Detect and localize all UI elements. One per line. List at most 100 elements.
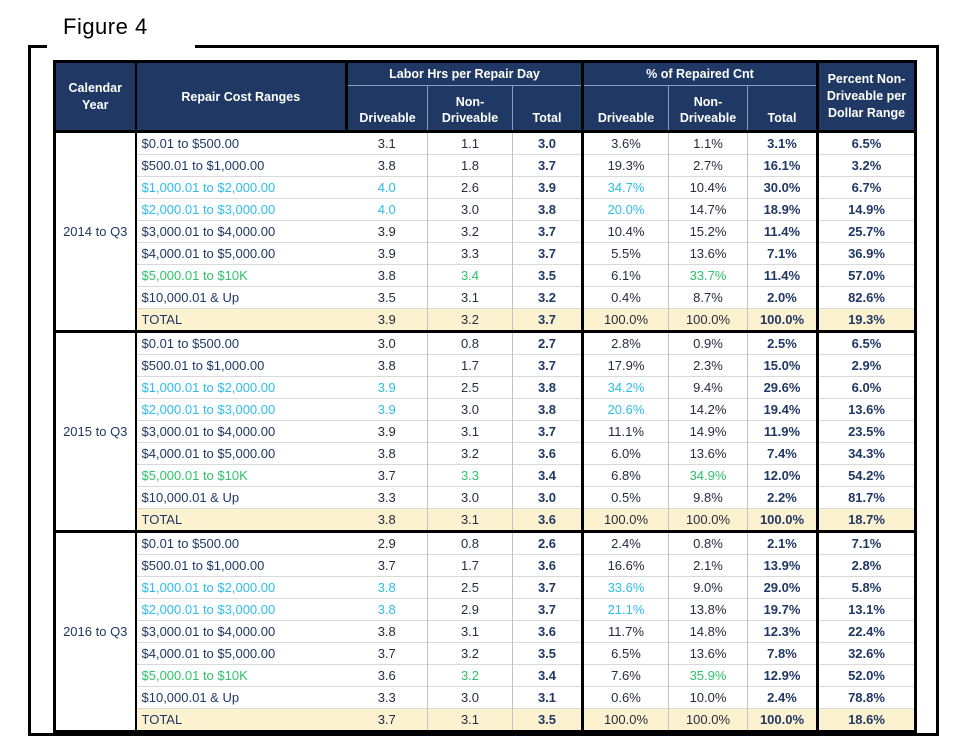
cell-labor-total: 2.6	[512, 531, 583, 555]
cell-pct-total: 3.1%	[747, 131, 818, 155]
cell-pct-total: 11.4%	[747, 220, 818, 243]
cell-labor-driveable: 3.1	[346, 131, 428, 155]
cell-labor-non-driveable: 3.1	[427, 620, 513, 643]
cell-pct-total: 16.1%	[747, 154, 818, 177]
cell-range: TOTAL	[135, 708, 347, 732]
cell-labor-non-driveable: 3.4	[427, 264, 513, 287]
total-row: TOTAL 3.8 3.1 3.6 100.0% 100.0% 100.0% 18.7%	[55, 508, 916, 532]
cell-pct-total: 100.0%	[747, 708, 818, 732]
cell-labor-driveable: 4.0	[346, 176, 428, 199]
cell-pct-non-driveable: 8.7%	[668, 286, 748, 309]
cell-labor-total: 3.7	[512, 242, 583, 265]
cell-calendar-year: 2016 to Q3	[54, 531, 137, 732]
cell-pct-total: 100.0%	[747, 508, 818, 532]
cell-labor-total: 3.2	[512, 286, 583, 309]
cell-range: $500.01 to $1,000.00	[135, 554, 347, 577]
cell-labor-total: 3.7	[512, 308, 583, 332]
cell-labor-non-driveable: 3.1	[427, 508, 513, 532]
cell-pct-total: 12.3%	[747, 620, 818, 643]
cell-labor-total: 3.4	[512, 464, 583, 487]
cell-pct-driveable: 100.0%	[581, 308, 669, 332]
cell-range: $2,000.01 to $3,000.00	[135, 598, 347, 621]
header-group-row: Calendar Year Repair Cost Ranges Labor H…	[54, 61, 916, 132]
cell-labor-non-driveable: 1.1	[427, 131, 513, 155]
table-row: $10,000.01 & Up 3.3 3.0 3.1 0.6% 10.0% 2.4% 78.…	[55, 686, 916, 709]
cell-labor-driveable: 3.0	[346, 331, 428, 355]
table-row: $1,000.01 to $2,000.00 3.9 2.5 3.8 34.2% 9.4%…	[55, 376, 916, 399]
cell-pct-total: 2.5%	[747, 331, 818, 355]
cell-pct-nondriveable-per-dollar: 57.0%	[816, 264, 916, 287]
cell-pct-driveable: 6.5%	[581, 642, 669, 665]
cell-labor-driveable: 3.9	[346, 242, 428, 265]
cell-labor-driveable: 3.7	[346, 708, 428, 732]
cell-pct-total: 12.9%	[747, 664, 818, 687]
cell-pct-nondriveable-per-dollar: 6.5%	[816, 331, 916, 355]
cell-labor-non-driveable: 3.2	[427, 220, 513, 243]
cell-pct-total: 29.6%	[747, 376, 818, 399]
cell-labor-driveable: 3.8	[346, 576, 428, 599]
cell-pct-non-driveable: 34.9%	[668, 464, 748, 487]
cell-pct-driveable: 20.0%	[581, 198, 669, 221]
cell-labor-total: 3.4	[512, 664, 583, 687]
cell-pct-total: 18.9%	[747, 198, 818, 221]
cell-pct-non-driveable: 15.2%	[668, 220, 748, 243]
table-row: 2014 to Q3 $0.01 to $500.00 3.1 1.1 3.0 3.6% 1…	[54, 131, 916, 332]
table-row: $5,000.01 to $10K 3.6 3.2 3.4 7.6% 35.9% 12.9%…	[55, 664, 916, 687]
total-row: TOTAL 3.9 3.2 3.7 100.0% 100.0% 100.0% 19.3%	[55, 308, 916, 332]
cell-pct-non-driveable: 10.0%	[668, 686, 748, 709]
cell-pct-nondriveable-per-dollar: 13.6%	[816, 398, 916, 421]
table-row: $10,000.01 & Up 3.5 3.1 3.2 0.4% 8.7% 2.0% 82.6…	[55, 286, 916, 309]
cell-labor-driveable: 3.3	[346, 486, 428, 509]
cell-labor-driveable: 3.8	[346, 354, 428, 377]
cell-pct-nondriveable-per-dollar: 19.3%	[816, 308, 916, 332]
cell-pct-driveable: 10.4%	[581, 220, 669, 243]
table-row: 2015 to Q3 $0.01 to $500.00 3.0 0.8 2.7 2.8% 0…	[54, 331, 916, 532]
cell-labor-total: 3.5	[512, 264, 583, 287]
cell-range: TOTAL	[135, 308, 347, 332]
cell-pct-driveable: 100.0%	[581, 508, 669, 532]
cell-labor-driveable: 3.8	[346, 508, 428, 532]
cell-labor-total: 3.7	[512, 576, 583, 599]
table-row: $5,000.01 to $10K 3.8 3.4 3.5 6.1% 33.7% 11.4%…	[55, 264, 916, 287]
cell-pct-total: 7.1%	[747, 242, 818, 265]
cell-labor-non-driveable: 0.8	[427, 531, 513, 555]
cell-labor-non-driveable: 0.8	[427, 331, 513, 355]
cell-labor-total: 3.9	[512, 176, 583, 199]
cell-labor-total: 3.6	[512, 620, 583, 643]
cell-calendar-year: 2015 to Q3	[54, 331, 137, 532]
cell-pct-total: 19.4%	[747, 398, 818, 421]
table-row: $2,000.01 to $3,000.00 4.0 3.0 3.8 20.0% 14.7…	[55, 198, 916, 221]
cell-pct-driveable: 21.1%	[581, 598, 669, 621]
cell-labor-total: 2.7	[512, 331, 583, 355]
cell-pct-non-driveable: 14.7%	[668, 198, 748, 221]
cell-labor-non-driveable: 3.3	[427, 464, 513, 487]
cell-labor-non-driveable: 1.7	[427, 554, 513, 577]
cell-pct-non-driveable: 13.6%	[668, 442, 748, 465]
cell-labor-non-driveable: 3.1	[427, 420, 513, 443]
cell-pct-nondriveable-per-dollar: 18.7%	[816, 508, 916, 532]
cell-pct-total: 100.0%	[747, 308, 818, 332]
table-row: $500.01 to $1,000.00 3.7 1.7 3.6 16.6% 2.1% 13…	[55, 554, 916, 577]
table-row: $4,000.01 to $5,000.00 3.8 3.2 3.6 6.0% 13.6%…	[55, 442, 916, 465]
cell-pct-driveable: 7.6%	[581, 664, 669, 687]
cell-labor-total: 3.5	[512, 642, 583, 665]
cell-pct-total: 19.7%	[747, 598, 818, 621]
cell-pct-total: 12.0%	[747, 464, 818, 487]
cell-labor-total: 3.5	[512, 708, 583, 732]
table-row: $1,000.01 to $2,000.00 3.8 2.5 3.7 33.6% 9.0%…	[55, 576, 916, 599]
cell-pct-total: 29.0%	[747, 576, 818, 599]
cell-pct-nondriveable-per-dollar: 3.2%	[816, 154, 916, 177]
table-row: $3,000.01 to $4,000.00 3.9 3.2 3.7 10.4% 15.2…	[55, 220, 916, 243]
cell-pct-total: 7.4%	[747, 442, 818, 465]
cell-range: $2,000.01 to $3,000.00	[135, 198, 347, 221]
cell-labor-driveable: 3.7	[346, 554, 428, 577]
total-row: TOTAL 3.7 3.1 3.5 100.0% 100.0% 100.0% 18.6%	[55, 708, 916, 732]
cell-labor-driveable: 3.8	[346, 154, 428, 177]
cell-labor-driveable: 3.7	[346, 464, 428, 487]
table-row: $2,000.01 to $3,000.00 3.8 2.9 3.7 21.1% 13.8…	[55, 598, 916, 621]
table-row: $1,000.01 to $2,000.00 4.0 2.6 3.9 34.7% 10.4…	[55, 176, 916, 199]
cell-labor-non-driveable: 3.0	[427, 398, 513, 421]
cell-labor-driveable: 3.7	[346, 642, 428, 665]
cell-pct-driveable: 0.4%	[581, 286, 669, 309]
cell-range: $3,000.01 to $4,000.00	[135, 420, 347, 443]
